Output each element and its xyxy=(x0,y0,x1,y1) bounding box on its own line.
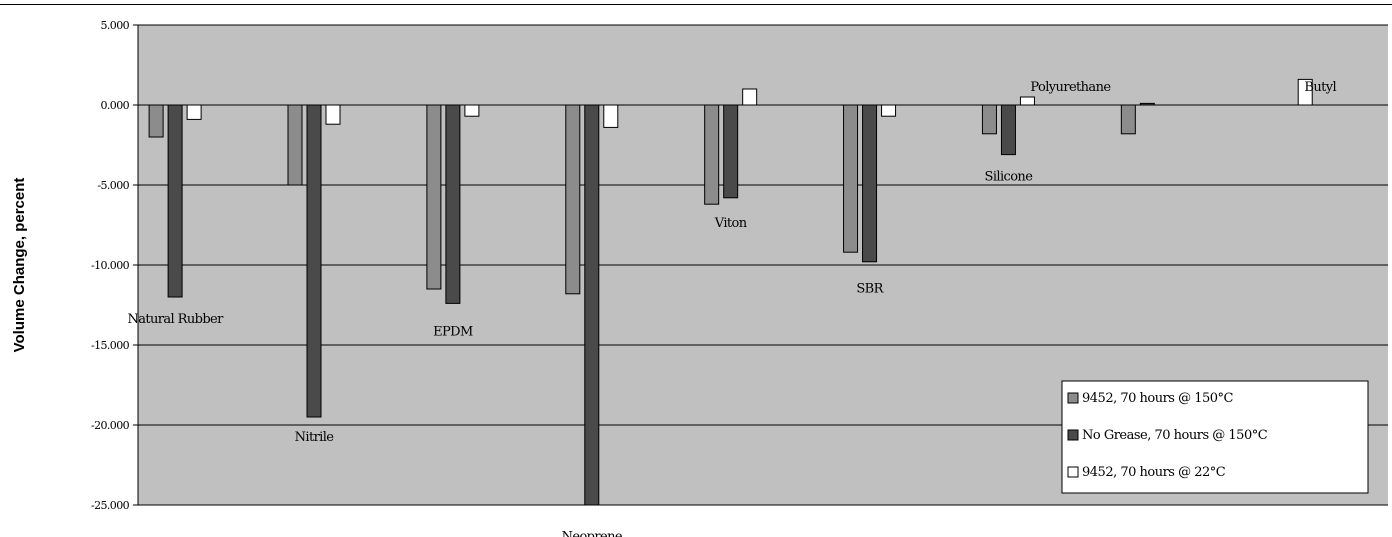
y-tick-label: -20.000 xyxy=(91,419,130,432)
bar xyxy=(723,104,739,199)
bar xyxy=(426,104,442,290)
bar xyxy=(981,104,997,135)
legend-box xyxy=(1061,380,1369,494)
category-label: Silicone xyxy=(985,169,1034,184)
y-axis-label: Volume Change, percent xyxy=(11,178,28,353)
y-tick-label: -25.000 xyxy=(91,499,130,512)
bar xyxy=(325,104,341,125)
legend-swatch xyxy=(1067,466,1079,478)
category-label: Butyl xyxy=(1304,80,1336,95)
legend-label: 9452, 70 hours @ 22°C xyxy=(1082,465,1226,480)
category-label: Nitrile xyxy=(295,430,335,445)
gridlines xyxy=(138,24,1388,506)
bar xyxy=(464,104,480,117)
bar xyxy=(148,104,164,138)
legend-label: 9452, 70 hours @ 150°C xyxy=(1082,391,1234,406)
bar xyxy=(704,104,720,205)
bar xyxy=(167,104,183,298)
bar xyxy=(565,104,581,295)
category-annotations: Natural Rubber Nitrile EPDM Neoprene Viton SB… xyxy=(127,80,1337,537)
bar xyxy=(584,104,600,506)
bar xyxy=(186,104,202,120)
y-tick-labels: 5.000 0.000 -5.000 -10.000 -15.000 -20.000 -25… xyxy=(91,19,138,512)
bar xyxy=(1139,102,1155,106)
category-label: Viton xyxy=(714,216,748,231)
category-label: Natural Rubber xyxy=(127,312,224,327)
bar xyxy=(1120,104,1136,135)
category-label: SBR xyxy=(856,281,884,296)
bars xyxy=(148,78,1313,506)
legend-label: No Grease, 70 hours @ 150°C xyxy=(1082,428,1268,443)
y-tick-label: 5.000 xyxy=(101,19,130,32)
bar xyxy=(843,104,859,253)
legend-swatch xyxy=(1067,392,1079,404)
y-tick-label: -5.000 xyxy=(97,179,129,192)
legend: 9452, 70 hours @ 150°C No Grease, 70 hour… xyxy=(1061,380,1369,494)
bar xyxy=(862,104,878,263)
bar xyxy=(1297,78,1313,106)
bar xyxy=(603,104,619,128)
legend-swatch xyxy=(1067,429,1079,441)
y-tick-label: -10.000 xyxy=(91,259,130,272)
bar xyxy=(445,104,461,304)
bar xyxy=(287,104,303,186)
top-rule xyxy=(0,4,1392,5)
bar xyxy=(881,104,897,117)
category-label: EPDM xyxy=(433,325,473,340)
bar xyxy=(742,88,758,106)
bar xyxy=(1000,104,1016,156)
category-label: Polyurethane xyxy=(1030,80,1111,95)
bar xyxy=(1019,96,1035,106)
y-tick-label: -15.000 xyxy=(91,339,130,352)
category-label: Neoprene xyxy=(562,529,623,537)
bar xyxy=(306,104,322,418)
y-tick-label: 0.000 xyxy=(101,99,130,112)
